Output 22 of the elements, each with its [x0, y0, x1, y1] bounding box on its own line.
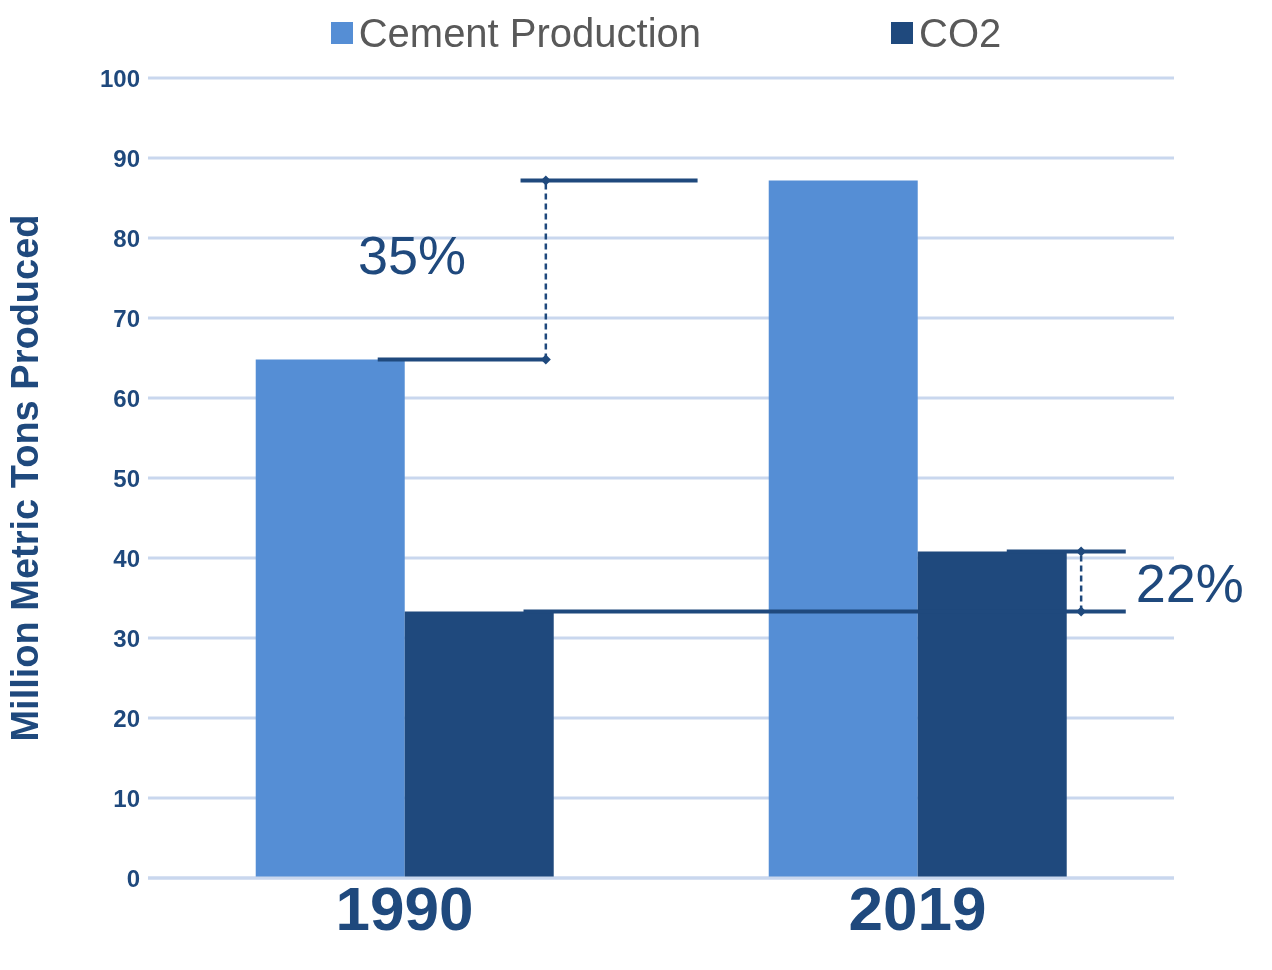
y-tick-label: 60 — [113, 384, 140, 412]
y-axis-title: Million Metric Tons Produced — [4, 214, 47, 742]
y-tick-label: 80 — [113, 224, 140, 252]
annotation: 35% — [357, 225, 466, 286]
annotation: 22% — [1135, 552, 1244, 613]
x-tick-label: 1990 — [335, 874, 474, 944]
y-tick-label: 0 — [126, 864, 140, 892]
y-tick-label: 100 — [99, 64, 140, 92]
y-tick-label: 20 — [113, 704, 140, 732]
bar — [768, 180, 918, 878]
x-tick-label: 2019 — [848, 874, 987, 944]
y-tick-label: 40 — [113, 544, 140, 572]
y-tick-label: 70 — [113, 304, 140, 332]
legend-label: CO2 — [919, 10, 1002, 56]
bar — [255, 359, 405, 878]
bar — [404, 611, 554, 878]
y-tick-label: 30 — [113, 624, 140, 652]
bar — [917, 551, 1067, 878]
y-tick-label: 50 — [113, 464, 140, 492]
legend-label: Cement Production — [358, 10, 702, 56]
y-tick-label: 10 — [113, 784, 140, 812]
y-tick-label: 90 — [113, 144, 140, 172]
